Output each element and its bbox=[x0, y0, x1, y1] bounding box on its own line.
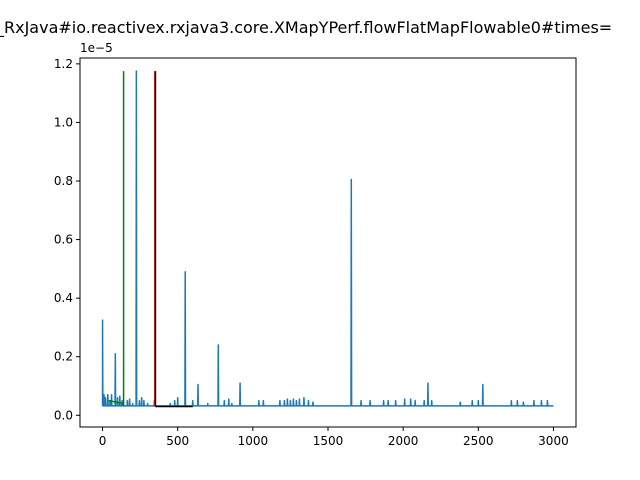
y-tick-label: 1.0 bbox=[54, 115, 73, 129]
y-tick-label: 0.6 bbox=[54, 233, 73, 247]
x-tick-label: 3000 bbox=[538, 434, 569, 448]
series-line bbox=[101, 70, 554, 407]
y-axis: 0.0 0.2 0.4 0.6 0.8 1.0 1.2 bbox=[54, 57, 80, 422]
y-tick-label: 0.0 bbox=[54, 408, 73, 422]
y-tick-label: 0.4 bbox=[54, 291, 73, 305]
chart-title: _RxJava#io.reactivex.rxjava3.core.XMapYP… bbox=[0, 18, 613, 37]
x-axis: 0 500 1000 1500 2000 2500 3000 bbox=[99, 427, 569, 448]
x-tick-label: 500 bbox=[166, 434, 189, 448]
plot-lines bbox=[101, 70, 554, 408]
x-tick-label: 1500 bbox=[313, 434, 344, 448]
x-tick-label: 2000 bbox=[388, 434, 419, 448]
x-tick-label: 0 bbox=[99, 434, 107, 448]
x-tick-label: 1000 bbox=[238, 434, 269, 448]
green-segment bbox=[108, 399, 124, 405]
y-axis-offset-label: 1e−5 bbox=[80, 41, 113, 55]
x-tick-label: 2500 bbox=[463, 434, 494, 448]
y-tick-label: 0.8 bbox=[54, 174, 73, 188]
y-tick-label: 1.2 bbox=[54, 57, 73, 71]
y-tick-label: 0.2 bbox=[54, 350, 73, 364]
